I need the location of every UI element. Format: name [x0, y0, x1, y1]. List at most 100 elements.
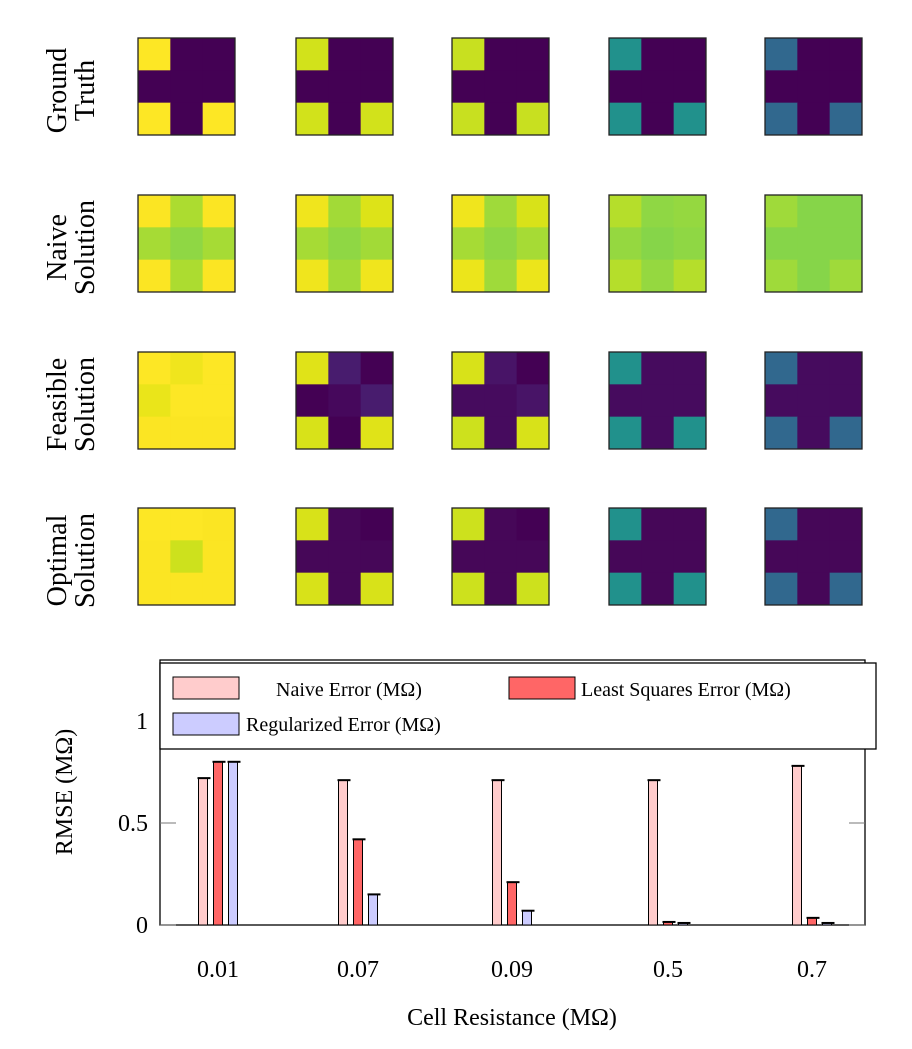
bar [807, 917, 817, 926]
heatmap-cell [138, 540, 171, 574]
row-label-line: Optimal [42, 514, 73, 606]
heatmap-cell [138, 416, 171, 450]
legend-label-naive: Naive Error (MΩ) [276, 679, 422, 701]
heatmap-cell [452, 259, 485, 293]
heatmap-cell [328, 195, 362, 228]
heatmap-cell [296, 70, 329, 104]
heatmap [295, 37, 394, 136]
heatmap-cell [484, 352, 518, 385]
heatmap-cell [673, 38, 707, 71]
heatmap-cell [202, 259, 236, 293]
heatmap-cell [673, 195, 707, 228]
heatmap-cell [360, 227, 394, 261]
heatmap-cell [641, 384, 675, 418]
heatmap-cell [484, 508, 518, 541]
heatmap-cell [516, 508, 550, 541]
legend-swatch-regularized [172, 712, 240, 736]
bar [198, 777, 208, 926]
heatmap-cell [328, 384, 362, 418]
heatmap-cell [452, 416, 485, 450]
heatmap-cell [170, 352, 204, 385]
heatmap-cell [641, 195, 675, 228]
heatmap-cell [452, 70, 485, 104]
heatmap-cell [360, 102, 394, 136]
heatmap-cell [641, 352, 675, 385]
heatmap-cell [360, 259, 394, 293]
heatmap-cell [202, 572, 236, 606]
bar [492, 779, 502, 926]
heatmap-cell [328, 70, 362, 104]
row-label-line: Naive [42, 214, 73, 281]
heatmap-cell [829, 384, 863, 418]
bar [522, 910, 532, 926]
heatmap-cell [484, 416, 518, 450]
heatmap [451, 194, 550, 293]
x-tick-label: 0.09 [491, 957, 533, 983]
heatmap-cell [296, 384, 329, 418]
heatmap-cell [138, 572, 171, 606]
heatmap-cell [765, 259, 798, 293]
x-tick-label: 0.7 [797, 957, 827, 983]
heatmap-frame [608, 351, 707, 450]
heatmap-cell [765, 384, 798, 418]
heatmap-cell [360, 195, 394, 228]
heatmap-cell [202, 540, 236, 574]
row-label: GroundTruth [42, 48, 101, 134]
heatmap-cell [797, 384, 831, 418]
heatmap-cell [170, 195, 204, 228]
heatmap-cell [516, 259, 550, 293]
heatmap-cell [328, 259, 362, 293]
heatmap-cell [170, 416, 204, 450]
heatmap-cell [484, 38, 518, 71]
bar [338, 779, 348, 926]
heatmap-cell [296, 416, 329, 450]
heatmap-cell [797, 508, 831, 541]
heatmap-cell [641, 227, 675, 261]
heatmap-cell [484, 195, 518, 228]
heatmap-cell [609, 102, 642, 136]
legend-label-least-squares: Least Squares Error (MΩ) [581, 679, 791, 701]
heatmap-cell [328, 38, 362, 71]
heatmap-cell [609, 352, 642, 385]
heatmap-cell [829, 195, 863, 228]
heatmap-cell [797, 70, 831, 104]
heatmap-frame [295, 507, 394, 606]
heatmap-frame [137, 37, 236, 136]
heatmap-cell [609, 508, 642, 541]
heatmap-cell [797, 352, 831, 385]
heatmap-cell [516, 38, 550, 71]
heatmap-cell [138, 508, 171, 541]
heatmap-cell [360, 352, 394, 385]
heatmap-cell [202, 508, 236, 541]
heatmap-cell [452, 38, 485, 71]
heatmap [137, 351, 236, 450]
heatmap-frame [137, 507, 236, 606]
heatmap-cell [765, 540, 798, 574]
heatmap-cell [829, 352, 863, 385]
row-label-line: Solution [70, 513, 101, 608]
heatmap-cell [296, 540, 329, 574]
heatmap-cell [609, 195, 642, 228]
heatmap-cell [452, 508, 485, 541]
legend-box [159, 662, 877, 750]
heatmap-cell [516, 384, 550, 418]
heatmap-cell [452, 572, 485, 606]
heatmap-cell [138, 352, 171, 385]
heatmap-frame [137, 194, 236, 293]
heatmap-frame [451, 194, 550, 293]
row-label-line: Solution [70, 200, 101, 295]
heatmap-cell [516, 227, 550, 261]
heatmap-cell [673, 416, 707, 450]
heatmap-cell [673, 384, 707, 418]
heatmap-cell [296, 508, 329, 541]
heatmap-cell [484, 572, 518, 606]
heatmap-cell [765, 195, 798, 228]
heatmap-cell [516, 102, 550, 136]
bar [353, 838, 363, 926]
heatmap-cell [328, 572, 362, 606]
heatmap-cell [484, 70, 518, 104]
row-label-line: Truth [70, 60, 101, 121]
heatmap-cell [673, 227, 707, 261]
heatmap-cell [484, 384, 518, 418]
heatmap-frame [608, 194, 707, 293]
